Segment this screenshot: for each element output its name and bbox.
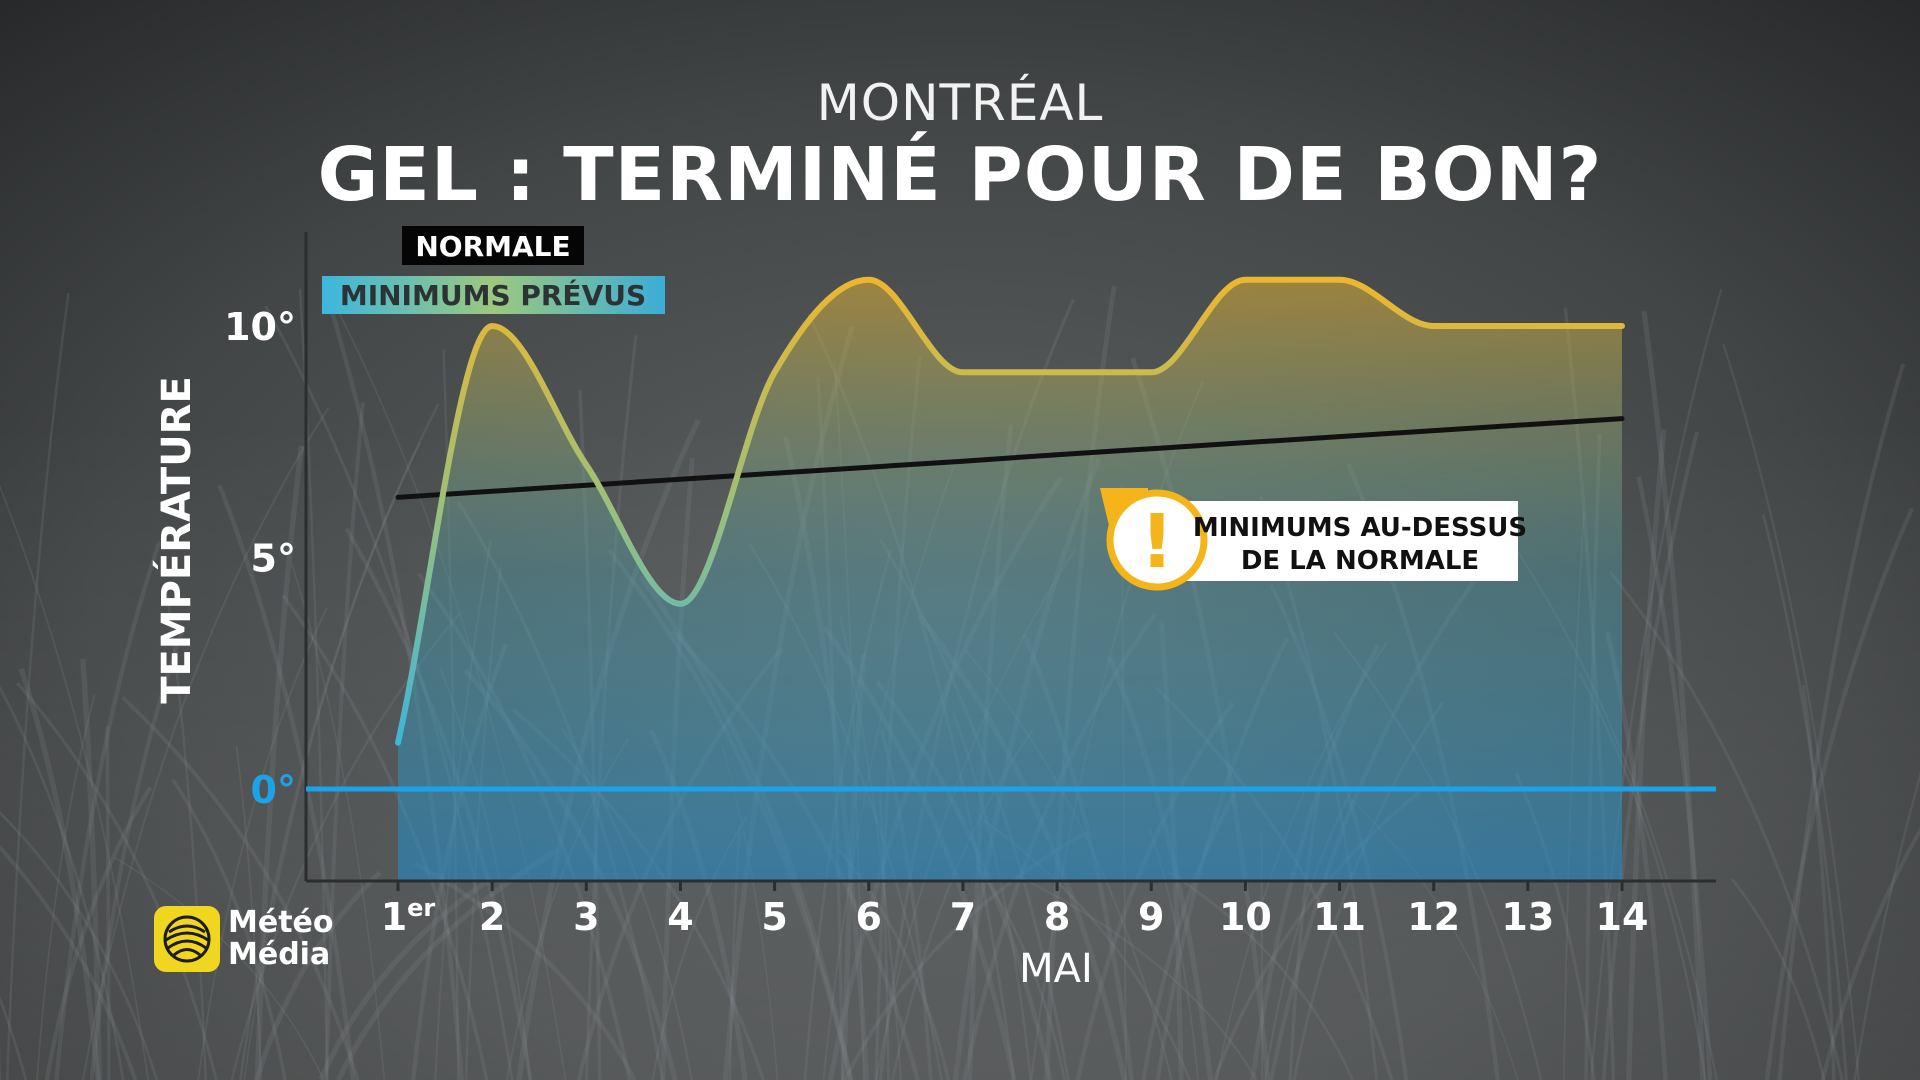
legend-forecast-label: MINIMUMS PRÉVUS xyxy=(340,278,646,312)
legend-normal-label: NORMALE xyxy=(415,230,570,263)
x-tick-label: 14 xyxy=(1596,895,1649,939)
above-normal-callout: ! MINIMUMS AU-DESSUS DE LA NORMALE xyxy=(1100,488,1527,591)
x-tick-label: 12 xyxy=(1407,895,1460,939)
alert-icon xyxy=(1106,489,1208,591)
y-axis-label: TEMPÉRATURE xyxy=(152,376,200,704)
x-tick-label: 13 xyxy=(1501,895,1554,939)
x-tick-label: 9 xyxy=(1138,895,1164,939)
callout-line-1: MINIMUMS AU-DESSUS xyxy=(1193,513,1527,543)
y-tick-label: 10° xyxy=(224,305,296,349)
y-tick-label: 0° xyxy=(251,768,296,812)
alert-symbol: ! xyxy=(1140,499,1174,585)
x-tick-label: 4 xyxy=(667,895,693,939)
x-tick-label: 2 xyxy=(479,895,505,939)
x-tick-label: 11 xyxy=(1313,895,1366,939)
logo-line-2: Média xyxy=(228,937,331,972)
x-tick-label: 7 xyxy=(950,895,976,939)
city-name: MONTRÉAL xyxy=(816,74,1104,132)
forecast-series-line xyxy=(395,276,1625,746)
callout-line-2: DE LA NORMALE xyxy=(1241,546,1479,576)
y-tick-label: 5° xyxy=(251,537,296,581)
series-layer xyxy=(306,276,1716,792)
x-tick-label: 8 xyxy=(1044,895,1070,939)
logo-line-1: Météo xyxy=(228,905,334,940)
meteomedia-logo: Météo Média xyxy=(154,906,334,972)
x-tick-label: 1er xyxy=(381,894,436,939)
tick-layer: 1er 2 3 4 5 6 7 8 9 10 11 12 13 14 0° 5° 10° xyxy=(224,305,1648,939)
legend: NORMALE MINIMUMS PRÉVUS xyxy=(322,226,665,314)
forecast-area xyxy=(398,279,1622,881)
normal-series-line xyxy=(395,416,1625,500)
legend-forecast-swatch xyxy=(322,276,665,314)
globe-icon xyxy=(154,906,220,972)
chart-title: GEL : TERMINÉ POUR DE BON? xyxy=(317,132,1603,218)
x-tick-label: 3 xyxy=(573,895,599,939)
forecast-area-fill xyxy=(398,279,1622,881)
x-tick-label: 6 xyxy=(856,895,882,939)
x-axis-label: MAI xyxy=(1019,946,1093,992)
legend-normal-swatch xyxy=(402,226,584,265)
x-tick-label: 5 xyxy=(761,895,787,939)
x-tick-label: 10 xyxy=(1219,895,1272,939)
